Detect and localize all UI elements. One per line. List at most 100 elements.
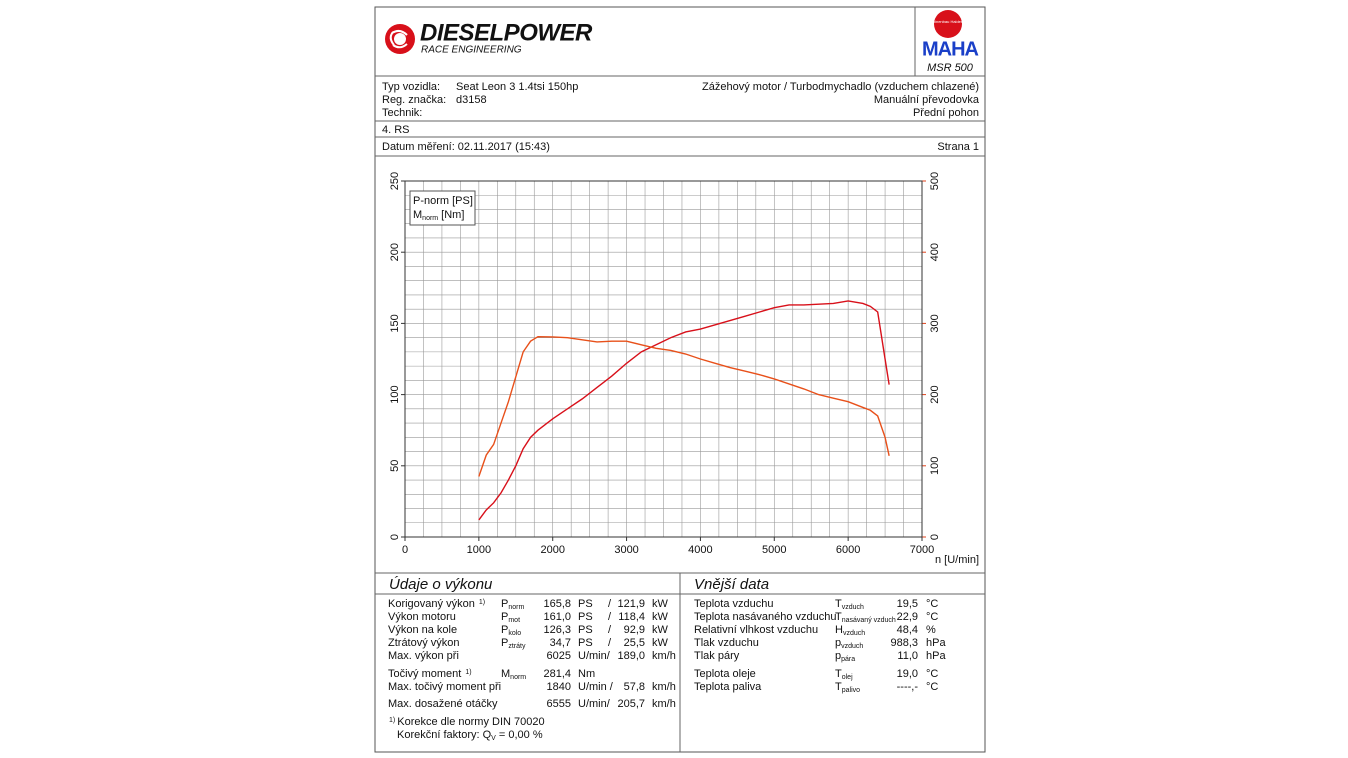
legend-entry: Mnorm [Nm]: [413, 209, 464, 222]
row-label: Teplota vzduchu: [694, 598, 774, 610]
legend-entry: P-norm [PS]: [413, 195, 473, 207]
row-label: Max. točivý moment při: [388, 681, 501, 693]
row-unit: U/min/: [578, 650, 611, 662]
label-text: Výkon motoru: [388, 611, 456, 623]
footnote-text: Korekce dle normy DIN 70020: [397, 716, 544, 728]
symbol-main: H: [835, 624, 843, 636]
row-label: Tlak páry: [694, 650, 740, 662]
row-value: 205,7: [617, 698, 645, 710]
row-label: Výkon motoru: [388, 611, 456, 623]
row-label: Teplota oleje: [694, 668, 756, 680]
symbol: Tnasávaný vzduch: [835, 611, 896, 624]
symbol-main: P: [501, 598, 508, 610]
label-text: Max. točivý moment při: [388, 681, 501, 693]
row-separator: /: [608, 598, 612, 610]
row-unit: U/min /: [578, 681, 614, 693]
label-text: Max. výkon při: [388, 650, 459, 662]
row-value: 189,0: [617, 650, 645, 662]
row-label: Max. dosažené otáčky: [388, 698, 498, 710]
symbol-main: T: [835, 598, 842, 610]
maha-emblem: [934, 10, 962, 38]
row-label: Korigovaný výkon 1): [388, 598, 485, 610]
y-tick-label: 250: [389, 172, 401, 190]
symbol-sub: norm: [510, 674, 526, 681]
row-unit: hPa: [926, 650, 946, 662]
row-unit: hPa: [926, 637, 946, 649]
symbol-sub: ztráty: [508, 643, 526, 650]
y2-tick-label: 500: [929, 172, 941, 190]
symbol-main: T: [835, 681, 842, 693]
row-unit: PS: [578, 637, 593, 649]
legend-name: M: [413, 209, 422, 221]
info-right: Manuální převodovka: [874, 94, 980, 106]
label-text: Max. dosažené otáčky: [388, 698, 498, 710]
y-tick-label: 50: [389, 460, 401, 472]
row-value: 165,8: [543, 598, 571, 610]
symbol: Pmot: [501, 611, 520, 624]
row-label: Ztrátový výkon: [388, 637, 460, 649]
correction-factor: Korekční faktory: QV = 0,00 %: [397, 729, 543, 742]
footnote-mark: 1): [389, 717, 395, 724]
y-tick-label: 200: [389, 243, 401, 261]
symbol: Hvzduch: [835, 624, 865, 637]
footnote-mark: 1): [479, 599, 485, 606]
row-unit: km/h: [652, 698, 676, 710]
y2-tick-label: 0: [929, 534, 941, 540]
row-unit: km/h: [652, 650, 676, 662]
symbol-sub: nasávaný vzduch: [842, 617, 896, 624]
symbol: Tpalivo: [835, 681, 860, 694]
symbol: pvzduch: [835, 637, 863, 650]
symbol-sub: pára: [841, 656, 855, 663]
symbol-sub: vzduch: [843, 630, 865, 637]
row-value: 6555: [547, 698, 571, 710]
section-title: Údaje o výkonu: [389, 576, 493, 593]
dieselpower-logo: [385, 24, 415, 54]
y2-tick-label: 100: [929, 457, 941, 475]
row-label: Tlak vzduchu: [694, 637, 759, 649]
symbol: Mnorm: [501, 668, 526, 681]
row-label: Teplota nasávaného vzduchu: [694, 611, 837, 623]
symbol-main: P: [501, 637, 508, 649]
legend-name: P-norm [PS]: [413, 195, 473, 207]
row-value: 48,4: [897, 624, 918, 636]
row-unit: %: [926, 624, 936, 636]
row-value: 118,4: [618, 611, 645, 623]
row-value: 11,0: [897, 650, 918, 662]
device-name: MSR 500: [927, 62, 974, 74]
info-right: Přední pohon: [913, 107, 979, 119]
symbol: Pztráty: [501, 637, 526, 650]
symbol-sub: mot: [508, 617, 520, 624]
row-unit: U/min/: [578, 698, 611, 710]
legend-box: [409, 190, 476, 226]
row-value: 34,7: [550, 637, 571, 649]
row-unit: kW: [652, 624, 669, 636]
row-value: 19,5: [897, 598, 918, 610]
y2-tick-label: 400: [929, 243, 941, 261]
row-value: 92,9: [624, 624, 645, 636]
symbol-sub: vzduch: [841, 643, 863, 650]
section-title: Vnější data: [694, 576, 769, 593]
row-value: 121,9: [617, 598, 645, 610]
x-tick-label: 1000: [467, 544, 491, 556]
row-label: Relativní vlhkost vzduchu: [694, 624, 818, 636]
footnote-mark: 1): [465, 669, 471, 676]
label-text: Výkon na kole: [388, 624, 457, 636]
info-value: Seat Leon 3 1.4tsi 150hp: [456, 81, 578, 93]
symbol: Pkolo: [501, 624, 521, 637]
row-value: ----,-: [897, 681, 919, 693]
symbol: Tvzduch: [835, 598, 864, 611]
symbol-sub: palivo: [842, 687, 860, 694]
symbol-sub: vzduch: [842, 604, 864, 611]
row-value: 988,3: [890, 637, 918, 649]
row-separator: /: [608, 637, 612, 649]
row-label: Teplota paliva: [694, 681, 762, 693]
y-tick-label: 0: [389, 534, 401, 540]
row-value: 126,3: [543, 624, 571, 636]
row-unit: °C: [926, 668, 938, 680]
label-text: Korigovaný výkon: [388, 598, 475, 610]
factor-rest: = 0,00 %: [496, 729, 543, 741]
label-text: Točivý moment: [388, 668, 461, 680]
row-unit: PS: [578, 598, 593, 610]
row-unit: kW: [652, 598, 669, 610]
